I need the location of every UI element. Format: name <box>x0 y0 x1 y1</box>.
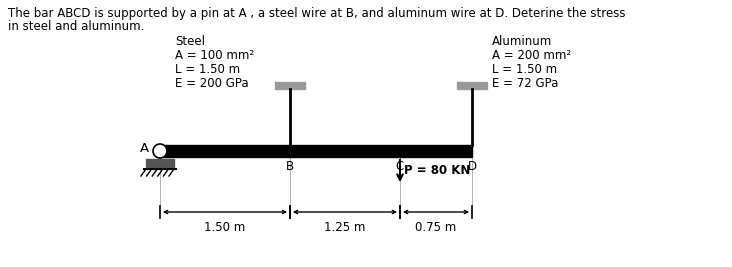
Bar <box>457 82 487 89</box>
Bar <box>160 145 472 157</box>
Text: C: C <box>396 160 404 173</box>
Text: D: D <box>468 160 477 173</box>
Text: L = 1.50 m: L = 1.50 m <box>492 63 557 76</box>
Text: E = 200 GPa: E = 200 GPa <box>175 77 249 90</box>
Text: Steel: Steel <box>175 35 205 48</box>
Text: The bar ABCD is supported by a pin at A , a steel wire at B, and aluminum wire a: The bar ABCD is supported by a pin at A … <box>8 7 626 20</box>
Text: L = 1.50 m: L = 1.50 m <box>175 63 240 76</box>
Text: P = 80 KN: P = 80 KN <box>404 164 471 178</box>
Text: in steel and aluminum.: in steel and aluminum. <box>8 20 144 33</box>
Text: Aluminum: Aluminum <box>492 35 552 48</box>
Bar <box>146 159 174 167</box>
Text: 1.50 m: 1.50 m <box>204 221 246 234</box>
Circle shape <box>153 144 167 158</box>
Text: B: B <box>286 160 294 173</box>
Text: A = 100 mm²: A = 100 mm² <box>175 49 254 62</box>
Text: A = 200 mm²: A = 200 mm² <box>492 49 571 62</box>
Text: 1.25 m: 1.25 m <box>324 221 366 234</box>
Text: A: A <box>140 143 149 155</box>
Bar <box>275 82 305 89</box>
Text: 0.75 m: 0.75 m <box>415 221 457 234</box>
Text: E = 72 GPa: E = 72 GPa <box>492 77 559 90</box>
